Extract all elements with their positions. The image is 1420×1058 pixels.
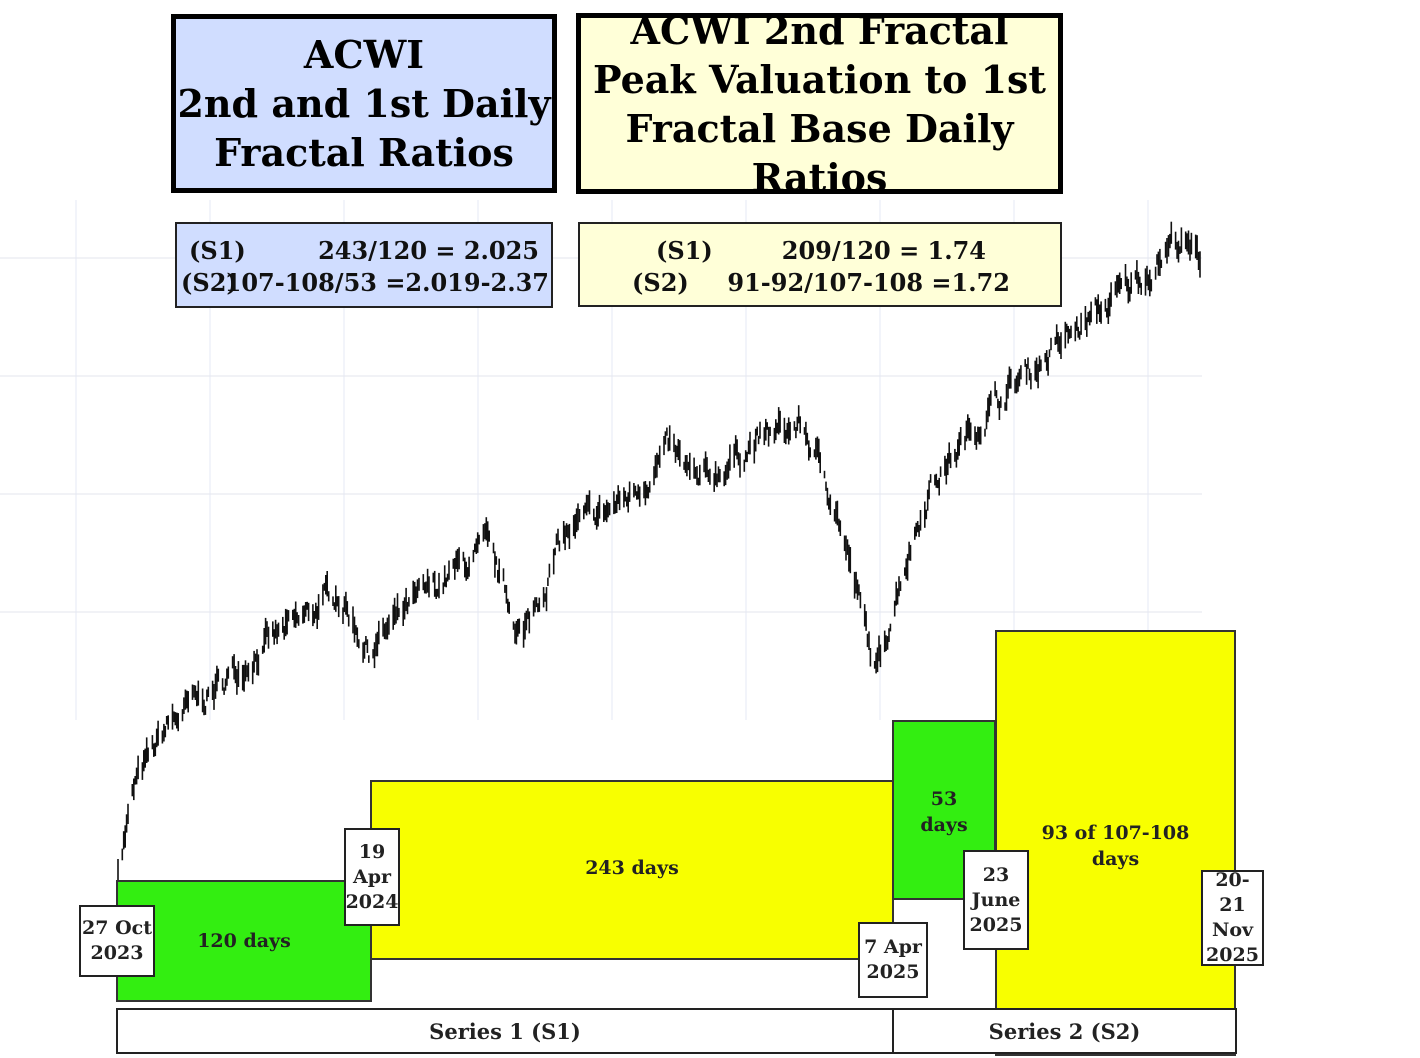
date-apr2024-line-3: 2024 <box>345 890 399 913</box>
block-93-days-line-2: days <box>1091 848 1140 870</box>
ratio-right-s1-label: (S1) <box>656 236 713 265</box>
ratio-box-left: (S1) 243/120 = 2.025 (S2) 107-108/53 =2.… <box>175 222 553 308</box>
date-apr2025-line-2: 2025 <box>866 961 920 983</box>
date-apr2025-line-1: 7 Apr <box>864 936 922 958</box>
date-oct2023-line-1: 27 Oct <box>82 917 152 939</box>
date-label-7-apr-2025: 7 Apr 2025 <box>858 922 928 998</box>
series-1-label: Series 1 (S1) <box>429 1018 581 1044</box>
title-box-left: ACWI 2nd and 1st Daily Fractal Ratios <box>171 14 557 193</box>
title-left-line-1: ACWI <box>303 32 425 77</box>
ratio-right-s2-label: (S2) <box>632 268 689 297</box>
date-nov2025-line-2: Nov <box>1211 919 1254 941</box>
date-jun2025-line-2: June <box>971 888 1021 911</box>
block-243-days-label: 243 days <box>585 857 679 879</box>
ratio-right-s1-value: 209/120 = 1.74 <box>781 236 986 265</box>
date-jun2025-line-1: 23 <box>982 863 1010 886</box>
date-oct2023-line-2: 2023 <box>90 942 144 964</box>
date-label-27-oct-2023: 27 Oct 2023 <box>79 905 155 977</box>
series-2-bar: Series 2 (S2) <box>892 1008 1237 1054</box>
ratio-left-s1-value: 243/120 = 2.025 <box>318 236 539 265</box>
title-box-right: ACWI 2nd Fractal Peak Valuation to 1st F… <box>576 8 1063 200</box>
title-right-line-1: ACWI 2nd Fractal <box>630 7 1009 53</box>
block-120-days-label: 120 days <box>197 930 291 952</box>
date-label-19-apr-2024: 19 Apr 2024 <box>344 828 400 926</box>
ratio-left-s1-label: (S1) <box>189 236 246 265</box>
date-label-23-june-2025: 23 June 2025 <box>963 850 1029 950</box>
block-120-days: 120 days <box>116 880 372 1002</box>
block-243-days: 243 days <box>370 780 894 960</box>
block-53-days-line-1: 53 <box>930 788 958 810</box>
date-jun2025-line-3: 2025 <box>969 913 1023 936</box>
ratio-box-right: (S1) 209/120 = 1.74 (S2) 91-92/107-108 =… <box>578 222 1062 307</box>
ratio-right-s2-value: 91-92/107-108 =1.72 <box>727 268 1010 297</box>
date-label-20-21-nov-2025: 20-21 Nov 2025 <box>1201 869 1264 966</box>
title-right-line-2: Peak Valuation to 1st <box>593 56 1046 102</box>
date-apr2024-line-2: Apr <box>352 865 392 888</box>
series-1-bar: Series 1 (S1) <box>116 1008 894 1054</box>
title-left-line-3: Fractal Ratios <box>214 130 514 175</box>
price-bars <box>117 221 1201 885</box>
title-right-line-3: Fractal Base Daily Ratios <box>625 105 1014 200</box>
ratio-left-s2-value: 107-108/53 =2.019-2.37 <box>224 268 549 297</box>
date-nov2025-line-1: 20-21 <box>1215 869 1250 916</box>
ratio-left-s2-label: (S2) <box>181 268 238 297</box>
block-53-days-line-2: days <box>920 814 968 836</box>
date-nov2025-line-3: 2025 <box>1206 944 1259 966</box>
block-93-days: 93 of 107-108 days <box>995 630 1236 1056</box>
block-93-days-line-1: 93 of 107-108 <box>1041 822 1190 844</box>
date-apr2024-line-1: 19 <box>358 840 386 863</box>
title-left-line-2: 2nd and 1st Daily <box>177 81 551 126</box>
series-2-label: Series 2 (S2) <box>988 1018 1141 1044</box>
